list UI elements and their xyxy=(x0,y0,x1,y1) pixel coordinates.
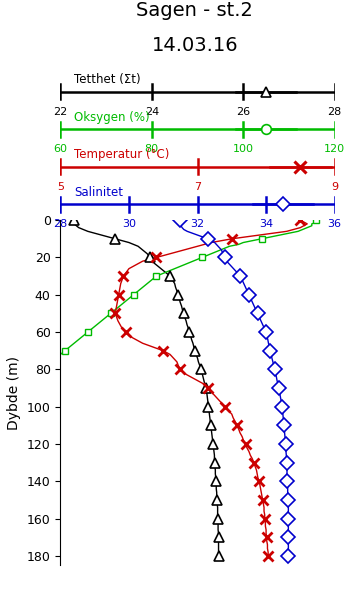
Text: 28: 28 xyxy=(53,219,68,229)
Text: 32: 32 xyxy=(190,219,205,229)
Text: 28: 28 xyxy=(327,107,342,117)
Text: 80: 80 xyxy=(145,144,159,154)
Text: 34: 34 xyxy=(259,219,273,229)
Text: 5: 5 xyxy=(57,181,64,192)
Text: Sagen - st.2: Sagen - st.2 xyxy=(137,1,253,20)
Text: 9: 9 xyxy=(331,181,338,192)
Text: 7: 7 xyxy=(194,181,201,192)
Text: Tetthet (Σt): Tetthet (Σt) xyxy=(74,73,141,86)
Text: 22: 22 xyxy=(53,107,68,117)
Text: 26: 26 xyxy=(236,107,250,117)
Text: 120: 120 xyxy=(324,144,345,154)
Text: 30: 30 xyxy=(122,219,136,229)
Text: Oksygen (%): Oksygen (%) xyxy=(74,111,150,124)
Y-axis label: Dybde (m): Dybde (m) xyxy=(7,356,21,430)
Text: 36: 36 xyxy=(328,219,342,229)
Text: Temperatur (°C): Temperatur (°C) xyxy=(74,148,169,161)
Text: 24: 24 xyxy=(145,107,159,117)
Text: 60: 60 xyxy=(53,144,67,154)
Text: Salinitet: Salinitet xyxy=(74,186,123,199)
Text: 100: 100 xyxy=(233,144,254,154)
Text: 14.03.16: 14.03.16 xyxy=(151,36,238,55)
